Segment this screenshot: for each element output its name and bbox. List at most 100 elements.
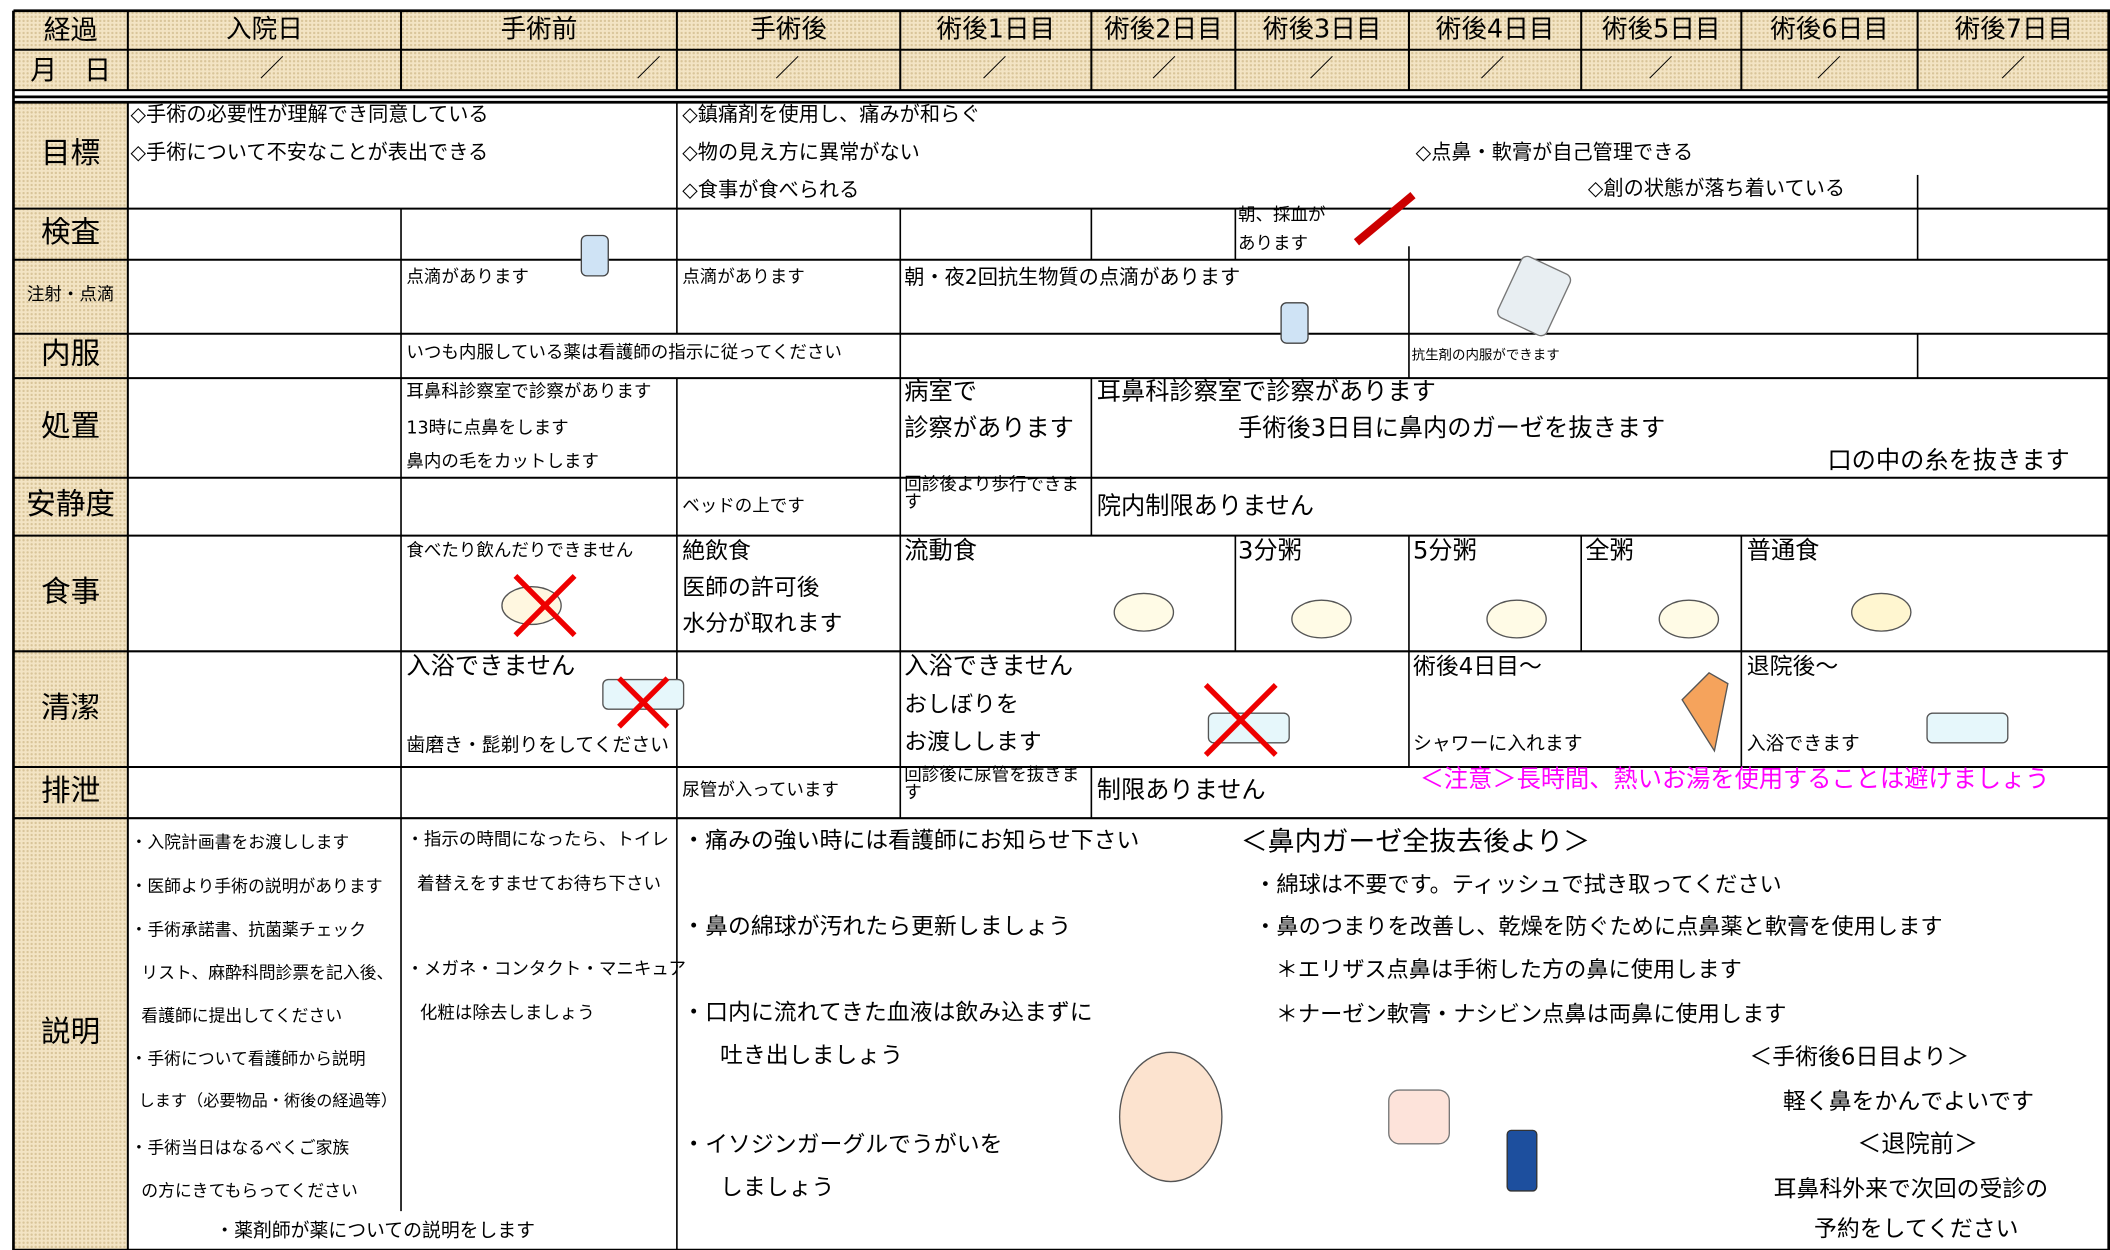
bowl-icon [1851, 592, 1912, 632]
bowl-icon [1486, 599, 1547, 639]
drip-icon [1280, 302, 1309, 344]
cell-text: 5分粥 [1412, 537, 1477, 566]
column-header: 術後3日目 [1262, 14, 1382, 44]
row-label: 説明 [41, 1016, 101, 1051]
cell-text: 食べたり飲んだりできません [406, 541, 634, 562]
cell-text: 点滴があります [682, 268, 805, 289]
cell-text: の方にきてもらってください [141, 1179, 358, 1200]
column-header: 術後1日目 [936, 14, 1056, 44]
cell-text: 13時に点鼻をします [406, 418, 569, 439]
cell-text: ・指示の時間になったら、トイレ [406, 830, 669, 851]
column-header: 術後4日目 [1435, 14, 1555, 44]
cell-text: 普通食 [1746, 537, 1820, 566]
cell-text: 耳鼻科診察室で診察があります [406, 382, 652, 403]
cell-text: ・鼻のつまりを改善し、乾燥を防ぐために点鼻薬と軟膏を使用します [1254, 913, 1943, 940]
cell-text: 退院後～ [1746, 653, 1839, 681]
cell-text: ◇物の見え方に異常がない [682, 139, 920, 165]
cell-text: 抗生剤の内服ができます [1411, 348, 1560, 364]
cell-text: おしぼりを [904, 691, 1019, 719]
bath-icon [602, 678, 685, 710]
date-slash: ／ [259, 55, 284, 84]
cell-text: 水分が取れます [682, 610, 843, 638]
cell-text: 入浴できません [406, 652, 576, 682]
ointment-icon [1388, 1089, 1450, 1145]
row-label: 処置 [41, 410, 101, 444]
date-slash: ／ [1151, 55, 1177, 84]
cell-text: ・鼻の綿球が汚れたら更新しましょう [682, 913, 1072, 941]
cell-text: ◇手術について不安なことが表出できる [130, 139, 489, 165]
date-slash: ／ [775, 55, 800, 84]
cross-mark [513, 574, 577, 638]
cell-text: 病室で [904, 378, 977, 407]
cell-text: ・手術について看護師から説明 [130, 1047, 366, 1068]
cell-text: 医師の許可後 [682, 574, 820, 602]
cell-text: ・痛みの強い時には看護師にお知らせ下さい [682, 827, 1140, 855]
cell-text: 耳鼻科外来で次回の受診の [1773, 1175, 2049, 1203]
patient-icon [1118, 1051, 1223, 1183]
cell-text: ◇鎮痛剤を使用し、痛みが和らぐ [682, 102, 981, 127]
cell-text: 尿管が入っています [682, 780, 839, 801]
cell-text: 朝・夜2回抗生物質の点滴があります [904, 265, 1241, 290]
row-label: 内服 [41, 338, 101, 372]
column-header: 手術後 [750, 14, 827, 44]
cell-text: しましょう [719, 1174, 835, 1202]
cell-text: ＜鼻内ガーゼ全抜去後より＞ [1240, 824, 1591, 858]
cell-text: ・薬剤師が薬についての説明をします [215, 1220, 536, 1242]
pill-icon [1497, 255, 1572, 337]
cell-text: ・メガネ・コンタクト・マニキュア [406, 959, 686, 980]
row-label: 清潔 [41, 691, 101, 726]
column-header: 手術前 [500, 14, 578, 44]
column-header: 術後5日目 [1601, 14, 1721, 44]
cell-text: ・手術当日はなるべくご家族 [130, 1136, 350, 1157]
cell-text: 軽く鼻をかんでよいです [1783, 1088, 2035, 1116]
cell-text: ＜手術後6日目より＞ [1749, 1043, 1970, 1071]
cell-text: 手術後3日目に鼻内のガーゼを抜きます [1238, 414, 1666, 443]
cell-text: ◇点鼻・軟膏が自己管理できる [1415, 139, 1694, 165]
row-label: 目標 [41, 137, 101, 172]
cell-text: 耳鼻科診察室で診察があります [1096, 378, 1436, 407]
cell-text: お渡しします [904, 729, 1042, 757]
cell-text: 3分粥 [1238, 537, 1302, 566]
cell-text: 回診後より歩行できます [904, 475, 1079, 513]
row-label: 検査 [41, 216, 101, 251]
cell-text: 全粥 [1585, 537, 1634, 566]
cell-text: 吐き出しましょう [719, 1042, 903, 1070]
column-header: 術後2日目 [1104, 14, 1223, 44]
cell-text: ＜注意＞長時間、熱いお湯を使用することは避けましょう [1419, 765, 2050, 795]
cell-text: 制限ありません [1096, 776, 1266, 805]
cell-text: 入浴できます [1746, 732, 1860, 755]
date-slash: ／ [982, 55, 1007, 84]
cell-text: 院内制限ありません [1096, 492, 1315, 522]
row-label: 排泄 [41, 774, 101, 809]
cell-text: ◇食事が食べられる [682, 177, 860, 202]
cross-mark [617, 676, 670, 729]
date-slash: ／ [1816, 55, 1841, 84]
cell-text: 予約をしてください [1814, 1216, 2019, 1244]
cell-text: ベッドの上です [682, 496, 805, 518]
syringe-icon [1353, 192, 1416, 246]
cell-text: ＜退院前＞ [1857, 1130, 1979, 1159]
cell-text: ・手術承諾書、抗菌薬チェック [130, 918, 367, 939]
cell-text: ◇手術の必要性が理解でき同意している [130, 102, 489, 127]
cell-text: 入浴できません [904, 652, 1074, 682]
cell-text: ＊ナーゼン軟膏・ナシビン点鼻は両鼻に使用します [1275, 1001, 1787, 1027]
cell-text: 着替えをすませてお待ち下さい [417, 874, 662, 896]
cell-text: ・医師より手術の説明があります [130, 875, 383, 896]
nasal-spray-icon [1506, 1129, 1538, 1192]
cell-text: ・綿球は不要です。ティッシュで拭き取ってください [1254, 872, 1782, 898]
cell-text: あります [1238, 234, 1309, 255]
date-slash: ／ [1648, 55, 1673, 84]
cell-text: 歯磨き・髭剃りをしてください [406, 734, 670, 756]
cell-text: 診察があります [904, 414, 1074, 443]
shower-icon [1681, 672, 1729, 753]
row-label: 食事 [41, 575, 101, 610]
bath-icon [1926, 712, 2009, 744]
cell-text: 絶飲食 [682, 538, 751, 565]
row-label: 月 日 [30, 53, 112, 87]
cell-text: シャワーに入れます [1412, 732, 1583, 755]
column-header: 経過 [43, 13, 98, 46]
drip-icon [580, 234, 609, 277]
cell-text: 鼻内の毛をカットします [406, 452, 599, 473]
cell-text: いつも内服している薬は看護師の指示に従ってください [406, 343, 842, 364]
